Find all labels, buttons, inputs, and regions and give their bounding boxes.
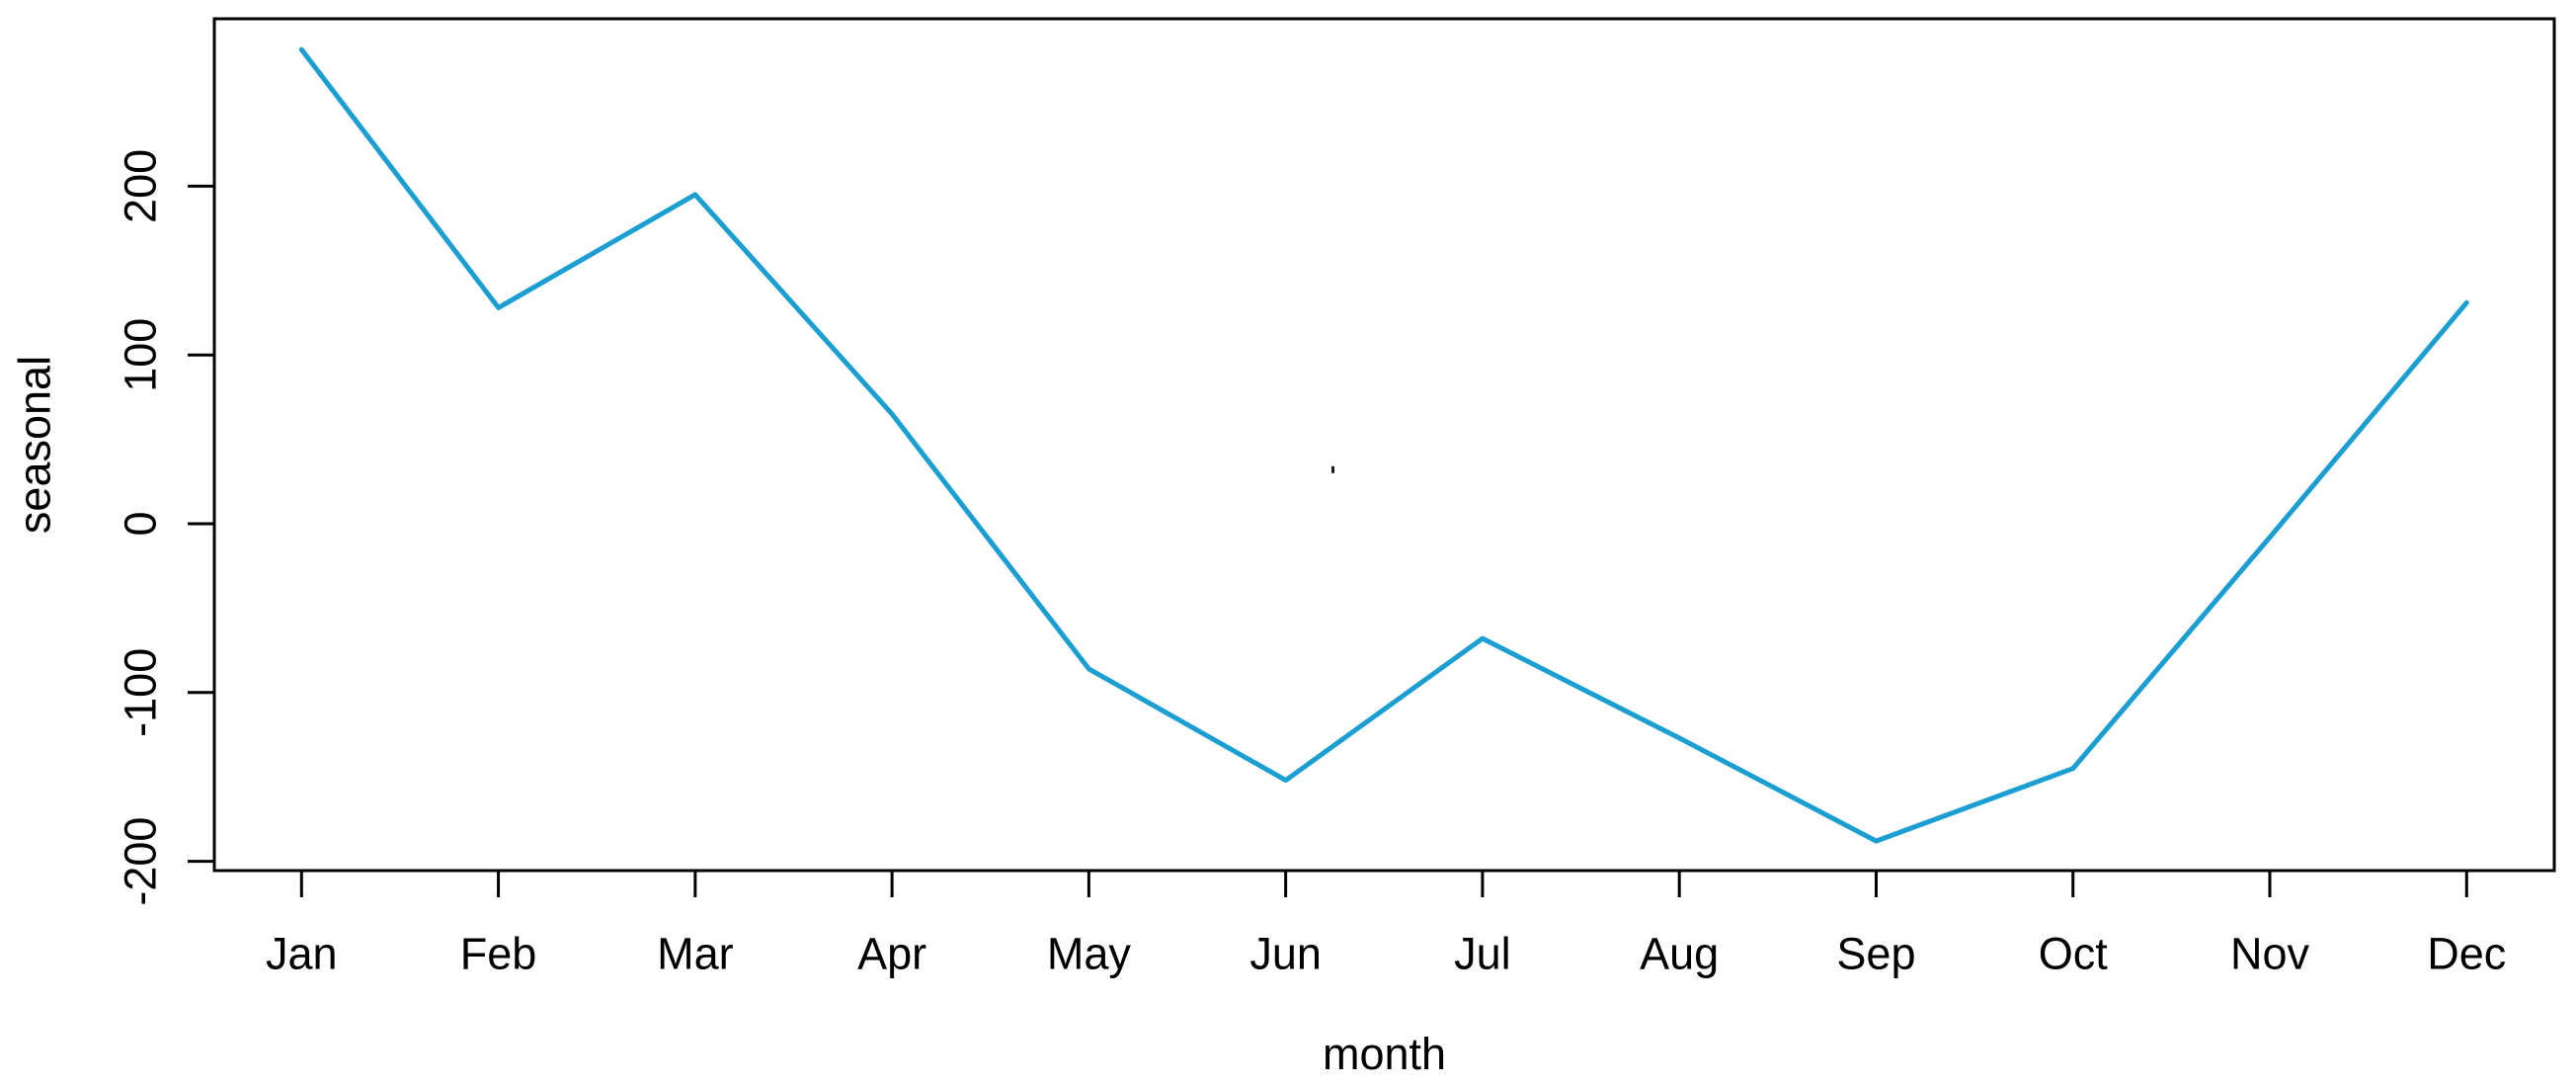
x-axis-tick-label: May bbox=[1047, 929, 1132, 979]
plot-border bbox=[212, 17, 2556, 873]
y-axis-tick-label: -100 bbox=[116, 648, 166, 737]
x-axis-tick-label: Jan bbox=[266, 929, 338, 979]
y-axis-label: seasonal bbox=[9, 355, 60, 535]
x-axis-tick-label: Dec bbox=[2427, 929, 2506, 979]
x-axis-tick-label: Mar bbox=[657, 929, 734, 979]
x-axis-tick-label: Oct bbox=[2039, 929, 2109, 979]
stray-mark bbox=[1331, 465, 1334, 473]
x-axis-tick-label: Feb bbox=[460, 929, 537, 979]
x-axis-tick-label: Jul bbox=[1454, 929, 1511, 979]
x-axis-tick-label: Nov bbox=[2230, 929, 2310, 979]
x-axis-tick-label: Aug bbox=[1640, 929, 1719, 979]
y-axis-tick-label: -200 bbox=[116, 817, 166, 906]
x-axis-label: month bbox=[1322, 1029, 1447, 1079]
y-axis-tick-label: 0 bbox=[116, 511, 166, 536]
x-axis-tick-label: Sep bbox=[1836, 929, 1915, 979]
y-axis-tick-label: 200 bbox=[116, 149, 166, 223]
x-axis-tick-label: Jun bbox=[1249, 929, 1322, 979]
y-axis-tick-label: 100 bbox=[116, 318, 166, 392]
seasonal-line bbox=[298, 46, 2469, 844]
x-axis-tick-label: Apr bbox=[857, 929, 926, 979]
